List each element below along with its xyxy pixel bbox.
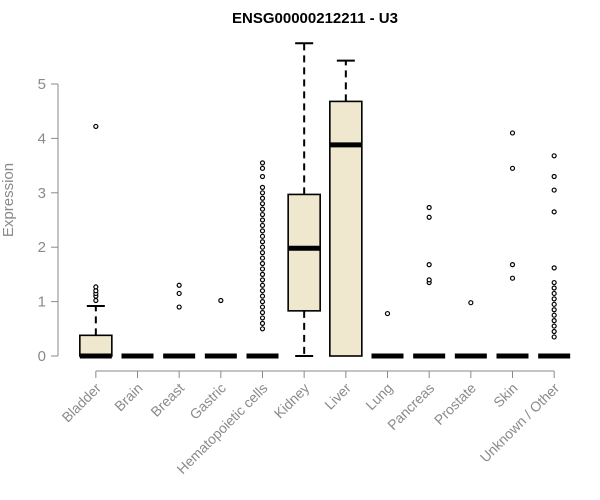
outlier-point bbox=[426, 204, 432, 211]
x-tick-label: Lung bbox=[362, 380, 395, 413]
outlier-point bbox=[259, 266, 266, 272]
x-tick-label: Unknown / Other bbox=[477, 380, 563, 466]
outlier-point bbox=[259, 260, 266, 267]
outlier-point bbox=[509, 165, 516, 171]
outlier-point bbox=[259, 293, 266, 299]
outlier-point bbox=[259, 250, 266, 256]
x-tick-label: Breast bbox=[147, 380, 187, 420]
outlier-point bbox=[176, 282, 182, 288]
outlier-point bbox=[259, 255, 266, 261]
outlier-point bbox=[259, 299, 266, 305]
x-tick-label: Liver bbox=[321, 380, 354, 413]
outlier-point bbox=[93, 297, 99, 304]
box-unknown-other bbox=[538, 153, 571, 359]
outlier-point bbox=[509, 275, 516, 281]
outlier-point bbox=[551, 265, 557, 271]
outlier-point bbox=[259, 326, 266, 332]
outlier-point bbox=[259, 206, 266, 212]
box-gastric bbox=[204, 297, 237, 359]
outlier-point bbox=[426, 262, 432, 268]
box-kidney bbox=[287, 42, 321, 357]
outlier-point bbox=[259, 277, 266, 283]
box-liver bbox=[329, 59, 363, 357]
outlier-point bbox=[509, 262, 516, 268]
boxes-group bbox=[79, 42, 571, 359]
box-iqr bbox=[79, 334, 113, 357]
outlier-point bbox=[259, 244, 266, 250]
outlier-point bbox=[259, 320, 266, 326]
outlier-point bbox=[551, 312, 557, 318]
outlier-point bbox=[259, 309, 266, 316]
outlier-point bbox=[259, 165, 266, 171]
chart-title: ENSG00000212211 - U3 bbox=[232, 10, 398, 27]
outlier-point bbox=[93, 284, 99, 290]
outlier-point bbox=[468, 300, 474, 306]
outlier-point bbox=[259, 288, 266, 294]
outlier-point bbox=[259, 184, 266, 190]
outlier-point bbox=[259, 160, 266, 166]
box-lung bbox=[371, 310, 404, 359]
box-iqr bbox=[287, 193, 321, 312]
y-tick-label: 5 bbox=[38, 76, 46, 93]
outlier-point bbox=[551, 285, 557, 291]
box-pancreas bbox=[413, 204, 446, 359]
outlier-point bbox=[259, 211, 266, 218]
outlier-point bbox=[176, 304, 182, 310]
outlier-point bbox=[259, 282, 266, 288]
outlier-point bbox=[259, 304, 266, 310]
outlier-point bbox=[551, 290, 557, 297]
outlier-point bbox=[426, 277, 432, 283]
outlier-point bbox=[551, 187, 557, 193]
outlier-point bbox=[551, 307, 557, 313]
outlier-point bbox=[259, 315, 266, 321]
outlier-point bbox=[218, 297, 224, 304]
outlier-point bbox=[259, 228, 266, 234]
box-hematopoietic-cells bbox=[246, 160, 279, 359]
outlier-point bbox=[93, 123, 99, 130]
outlier-point bbox=[259, 271, 266, 277]
outlier-point bbox=[259, 217, 266, 223]
outlier-point bbox=[551, 318, 557, 324]
outlier-point bbox=[551, 153, 557, 159]
x-tick-label: Brain bbox=[111, 380, 145, 414]
outlier-point bbox=[259, 173, 266, 180]
outlier-point bbox=[259, 222, 266, 229]
y-tick-label: 3 bbox=[38, 185, 46, 202]
x-tick-label: Prostate bbox=[431, 380, 479, 428]
y-axis-label: Expression bbox=[0, 163, 17, 237]
outlier-point bbox=[259, 233, 266, 239]
y-tick-label: 4 bbox=[38, 130, 46, 147]
outlier-point bbox=[259, 239, 266, 245]
y-axis: 0 1 2 3 4 5 bbox=[38, 76, 59, 365]
x-tick-label: Kidney bbox=[271, 380, 313, 422]
outlier-point bbox=[551, 328, 557, 335]
outlier-point bbox=[259, 195, 266, 201]
x-tick-label: Bladder bbox=[59, 380, 105, 426]
outlier-point bbox=[551, 279, 557, 286]
box-skin bbox=[496, 130, 529, 359]
outlier-point bbox=[259, 190, 266, 196]
x-tick-label: Skin bbox=[490, 380, 521, 411]
box-iqr bbox=[329, 100, 363, 357]
outlier-point bbox=[551, 301, 557, 307]
y-tick-label: 1 bbox=[38, 294, 46, 311]
outlier-point bbox=[259, 201, 266, 207]
outlier-point bbox=[509, 130, 516, 136]
y-tick-label: 0 bbox=[38, 348, 46, 365]
box-breast bbox=[163, 282, 196, 359]
outlier-point bbox=[176, 290, 182, 297]
box-bladder bbox=[79, 123, 113, 359]
outlier-point bbox=[551, 334, 557, 340]
outlier-point bbox=[551, 296, 557, 302]
outlier-point bbox=[551, 209, 557, 215]
outlier-point bbox=[384, 310, 391, 317]
outlier-point bbox=[551, 323, 557, 329]
outlier-point bbox=[551, 173, 557, 180]
outlier-point bbox=[426, 214, 432, 220]
y-tick-label: 2 bbox=[38, 239, 46, 256]
box-prostate bbox=[454, 300, 487, 359]
